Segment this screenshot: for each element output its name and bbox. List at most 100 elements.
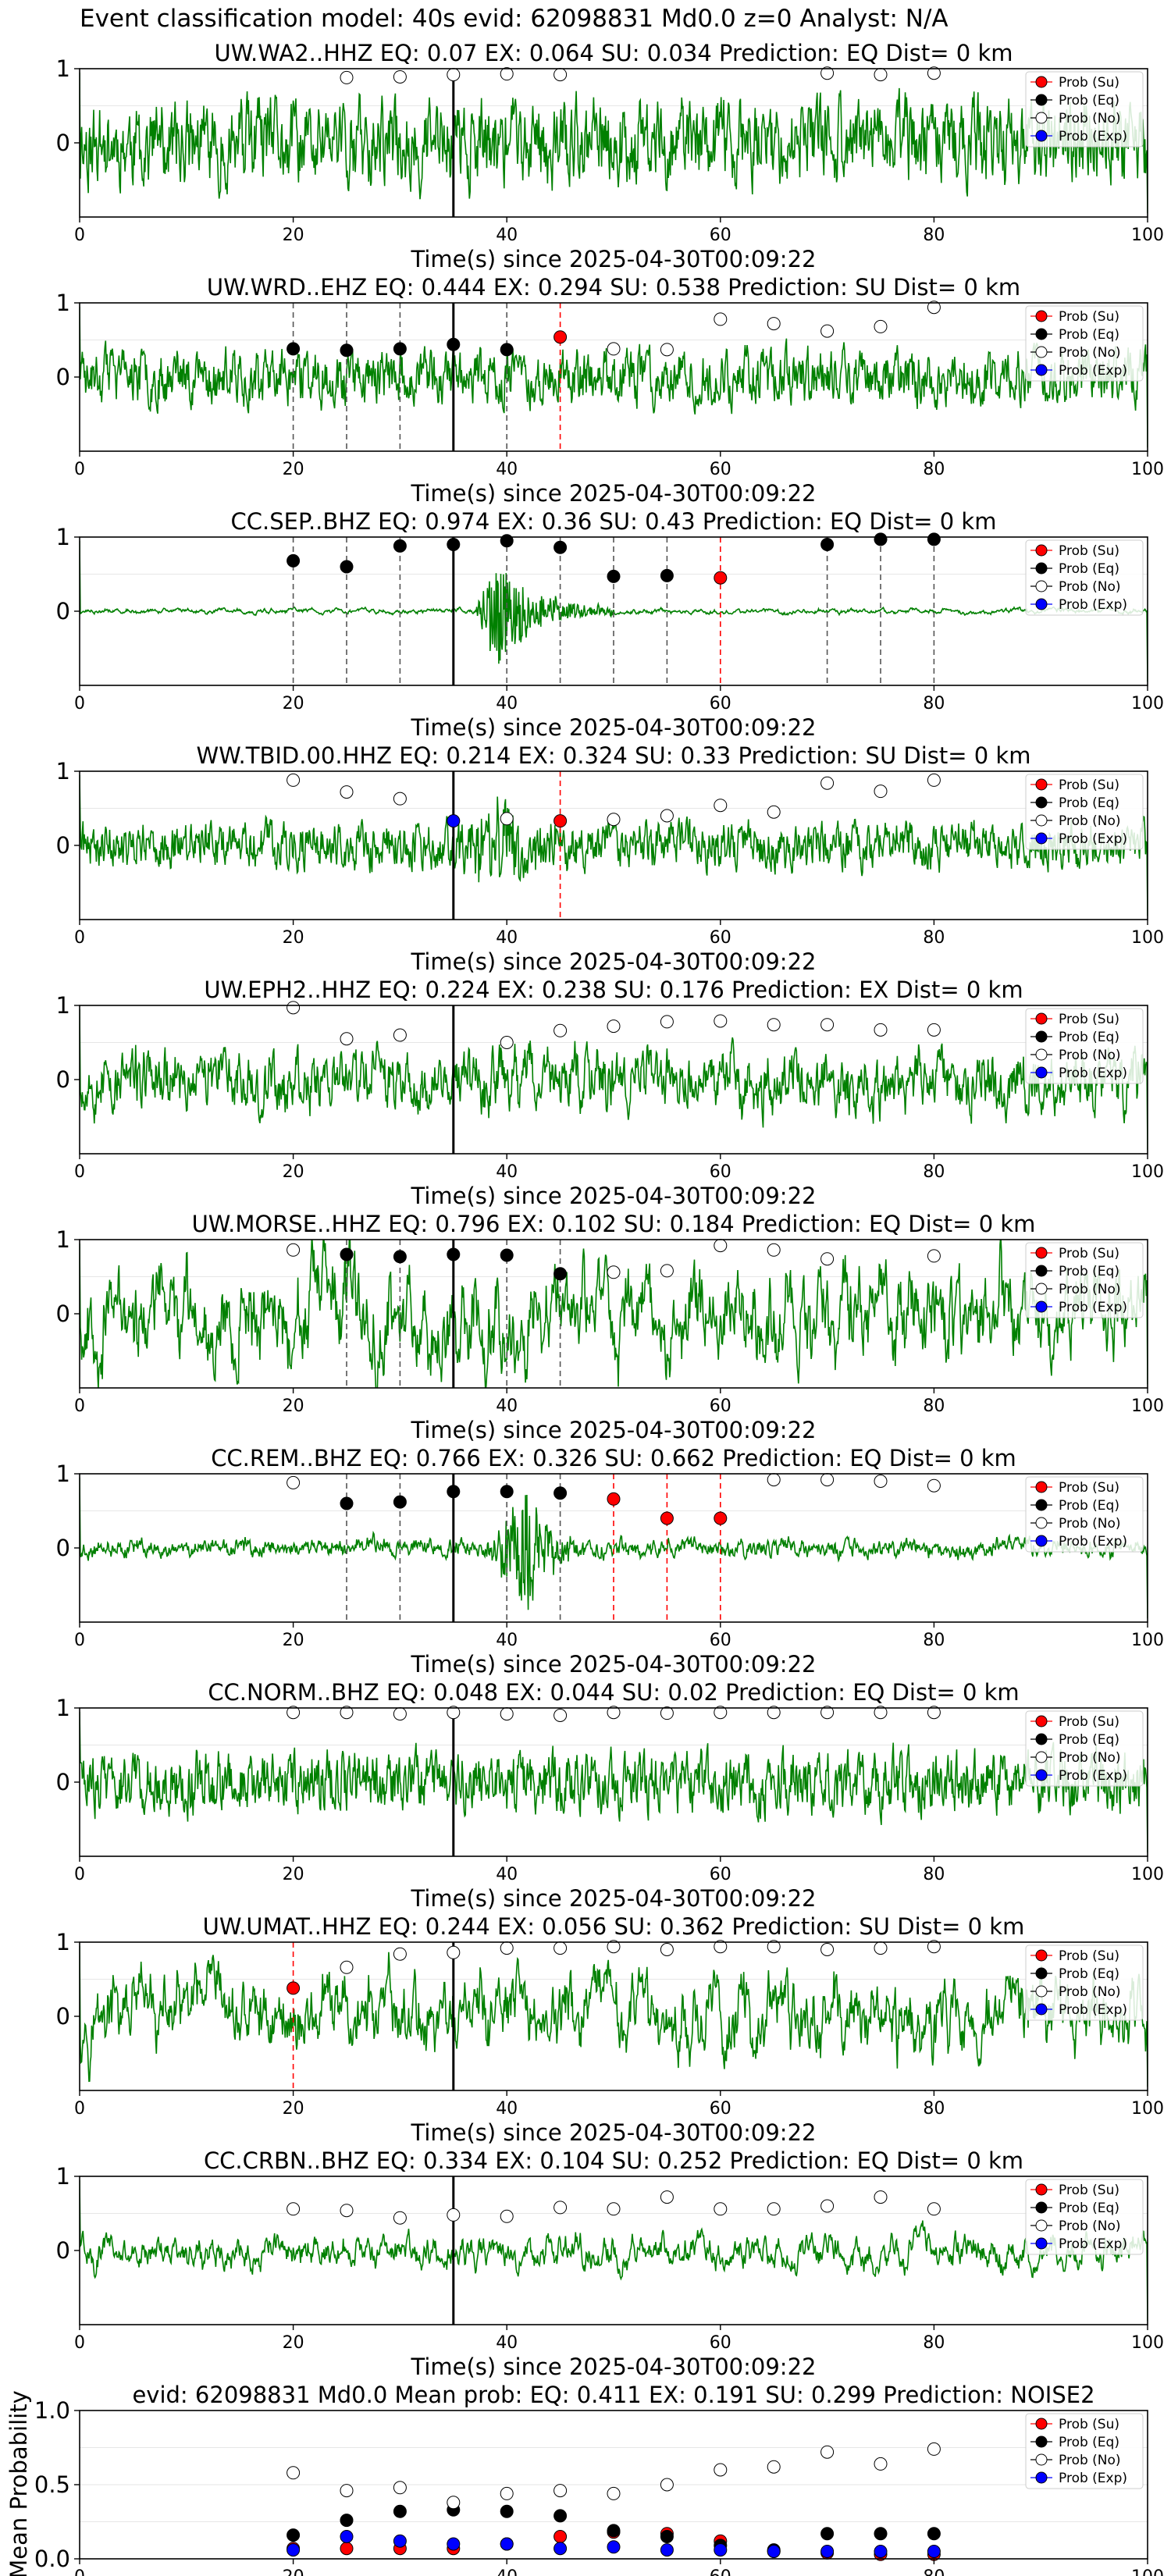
prob-point-no (607, 2202, 621, 2216)
legend-marker-exp (1035, 1769, 1048, 1781)
panel-title: UW.EPH2..HHZ EQ: 0.224 EX: 0.238 SU: 0.1… (204, 977, 1023, 1003)
prob-point-no (927, 1249, 941, 1263)
x-tick-label: 20 (283, 1162, 304, 1182)
mean-prob-point-no (660, 2478, 674, 2492)
y-tick-label: 0 (56, 130, 70, 156)
panel-10: 0 20 40 60 80 100 0 1 CC.CRBN..BHZ EQ: 0.334 EX:… (56, 2147, 1164, 2380)
legend-marker-su (1035, 778, 1048, 791)
mean-prob-point-eq (393, 2504, 407, 2518)
legend-label: Prob (No) (1059, 1984, 1121, 2000)
prob-point-no (607, 1019, 621, 1034)
legend-label: Prob (Exp) (1059, 2236, 1127, 2252)
prob-point-no (393, 792, 407, 806)
mean-prob-point-exp (820, 2545, 835, 2558)
prob-point-eq (340, 343, 354, 358)
legend-label: Prob (Eq) (1059, 2435, 1119, 2450)
prob-point-no (714, 1014, 728, 1028)
legend-marker-eq (1035, 1265, 1048, 1277)
prob-point-no (553, 2201, 568, 2215)
panel-title: evid: 62098831 Md0.0 Mean prob: EQ: 0.41… (132, 2382, 1094, 2408)
x-tick-label: 60 (710, 2567, 731, 2576)
legend-marker-no (1035, 1517, 1048, 1529)
x-tick-label: 0 (74, 1865, 85, 1884)
legend-frame (1025, 1242, 1144, 1318)
legend-marker-eq (1035, 1030, 1048, 1043)
plot-area (80, 1240, 1148, 1388)
y-tick-label: 0 (56, 1066, 70, 1093)
legend-label: Prob (No) (1059, 345, 1121, 361)
panel-11: 0 20 40 60 80 100 0.0 0.5 1.0 evid: 62098831 Md0.… (5, 2382, 1164, 2576)
mean-prob-point-eq (874, 2527, 888, 2541)
mean-prob-point-no (820, 2445, 835, 2459)
prob-point-no (340, 70, 354, 84)
x-tick-label: 20 (283, 928, 304, 948)
legend-label: Prob (Exp) (1059, 1534, 1127, 1550)
waveform-trace (80, 540, 1148, 682)
prob-point-no (874, 785, 888, 799)
legend-label: Prob (Exp) (1059, 597, 1127, 613)
x-tick-label: 20 (283, 1865, 304, 1884)
prob-point-no (874, 1023, 888, 1037)
x-tick-label: 80 (923, 2099, 945, 2119)
x-tick-label: 20 (283, 2333, 304, 2353)
x-tick-label: 100 (1131, 2099, 1164, 2119)
y-tick-label: 0 (56, 364, 70, 390)
legend-marker-no (1035, 1751, 1048, 1763)
legend: Prob (Su) Prob (Eq) Prob (No) Prob (Exp) (1025, 1944, 1144, 2021)
mean-prob-point-exp (714, 2543, 728, 2557)
mean-prob-point-no (340, 2484, 354, 2498)
x-axis-label: Time(s) since 2025-04-30T00:09:22 (411, 714, 817, 741)
x-tick-label: 40 (496, 460, 518, 479)
y-tick-label: 0 (56, 2003, 70, 2030)
prob-point-no (714, 2202, 728, 2216)
x-tick-label: 60 (710, 460, 731, 479)
legend-label: Prob (Su) (1059, 1948, 1119, 1964)
mean-prob-point-no (714, 2463, 728, 2477)
prob-point-no (500, 1707, 514, 1721)
mean-prob-point-no (500, 2486, 514, 2500)
legend-marker-exp (1035, 598, 1048, 610)
prob-point-eq (820, 538, 835, 551)
mean-prob-point-no (927, 2442, 941, 2456)
x-tick-label: 80 (923, 928, 945, 948)
x-tick-label: 20 (283, 1397, 304, 1416)
y-tick-label: 1 (56, 1695, 70, 1721)
prob-point-no (553, 1709, 568, 1722)
prob-point-no (927, 2202, 941, 2216)
legend-marker-su (1035, 1949, 1048, 1962)
legend-label: Prob (Su) (1059, 309, 1119, 325)
legend-marker-eq (1035, 328, 1048, 340)
prob-point-no (287, 2202, 301, 2216)
prob-point-no (393, 1947, 407, 1961)
legend-label: Prob (Exp) (1059, 2002, 1127, 2018)
prob-point-no (553, 1941, 568, 1955)
prob-point-no (553, 68, 568, 82)
prob-point-eq (393, 1250, 407, 1264)
legend-label: Prob (Exp) (1059, 1300, 1127, 1315)
prob-point-eq (340, 1496, 354, 1510)
legend-marker-exp (1035, 2003, 1048, 2016)
figure-title: Event classification model: 40s evid: 62… (80, 5, 949, 33)
waveform-trace (80, 774, 1148, 916)
x-tick-label: 80 (923, 2567, 945, 2576)
prob-point-no (340, 1960, 354, 1974)
legend-marker-no (1035, 2453, 1048, 2466)
prob-point-eq (447, 1485, 461, 1499)
y-tick-label: 0.0 (34, 2546, 70, 2572)
legend-label: Prob (No) (1059, 1048, 1121, 1063)
x-axis-label: Time(s) since 2025-04-30T00:09:22 (411, 1417, 817, 1443)
mean-prob-point-exp (660, 2543, 674, 2557)
x-tick-label: 20 (283, 1631, 304, 1650)
prob-point-no (820, 66, 835, 80)
prob-point-no (287, 773, 301, 787)
legend-marker-no (1035, 1985, 1048, 1998)
prob-point-eq (553, 540, 568, 554)
legend-label: Prob (Eq) (1059, 1498, 1119, 1514)
x-axis-label: Time(s) since 2025-04-30T00:09:22 (411, 2354, 817, 2380)
prob-point-eq (607, 569, 621, 583)
mean-prob-point-eq (927, 2527, 941, 2541)
x-tick-label: 80 (923, 2333, 945, 2353)
x-tick-label: 100 (1131, 1865, 1164, 1884)
prob-point-eq (927, 532, 941, 546)
